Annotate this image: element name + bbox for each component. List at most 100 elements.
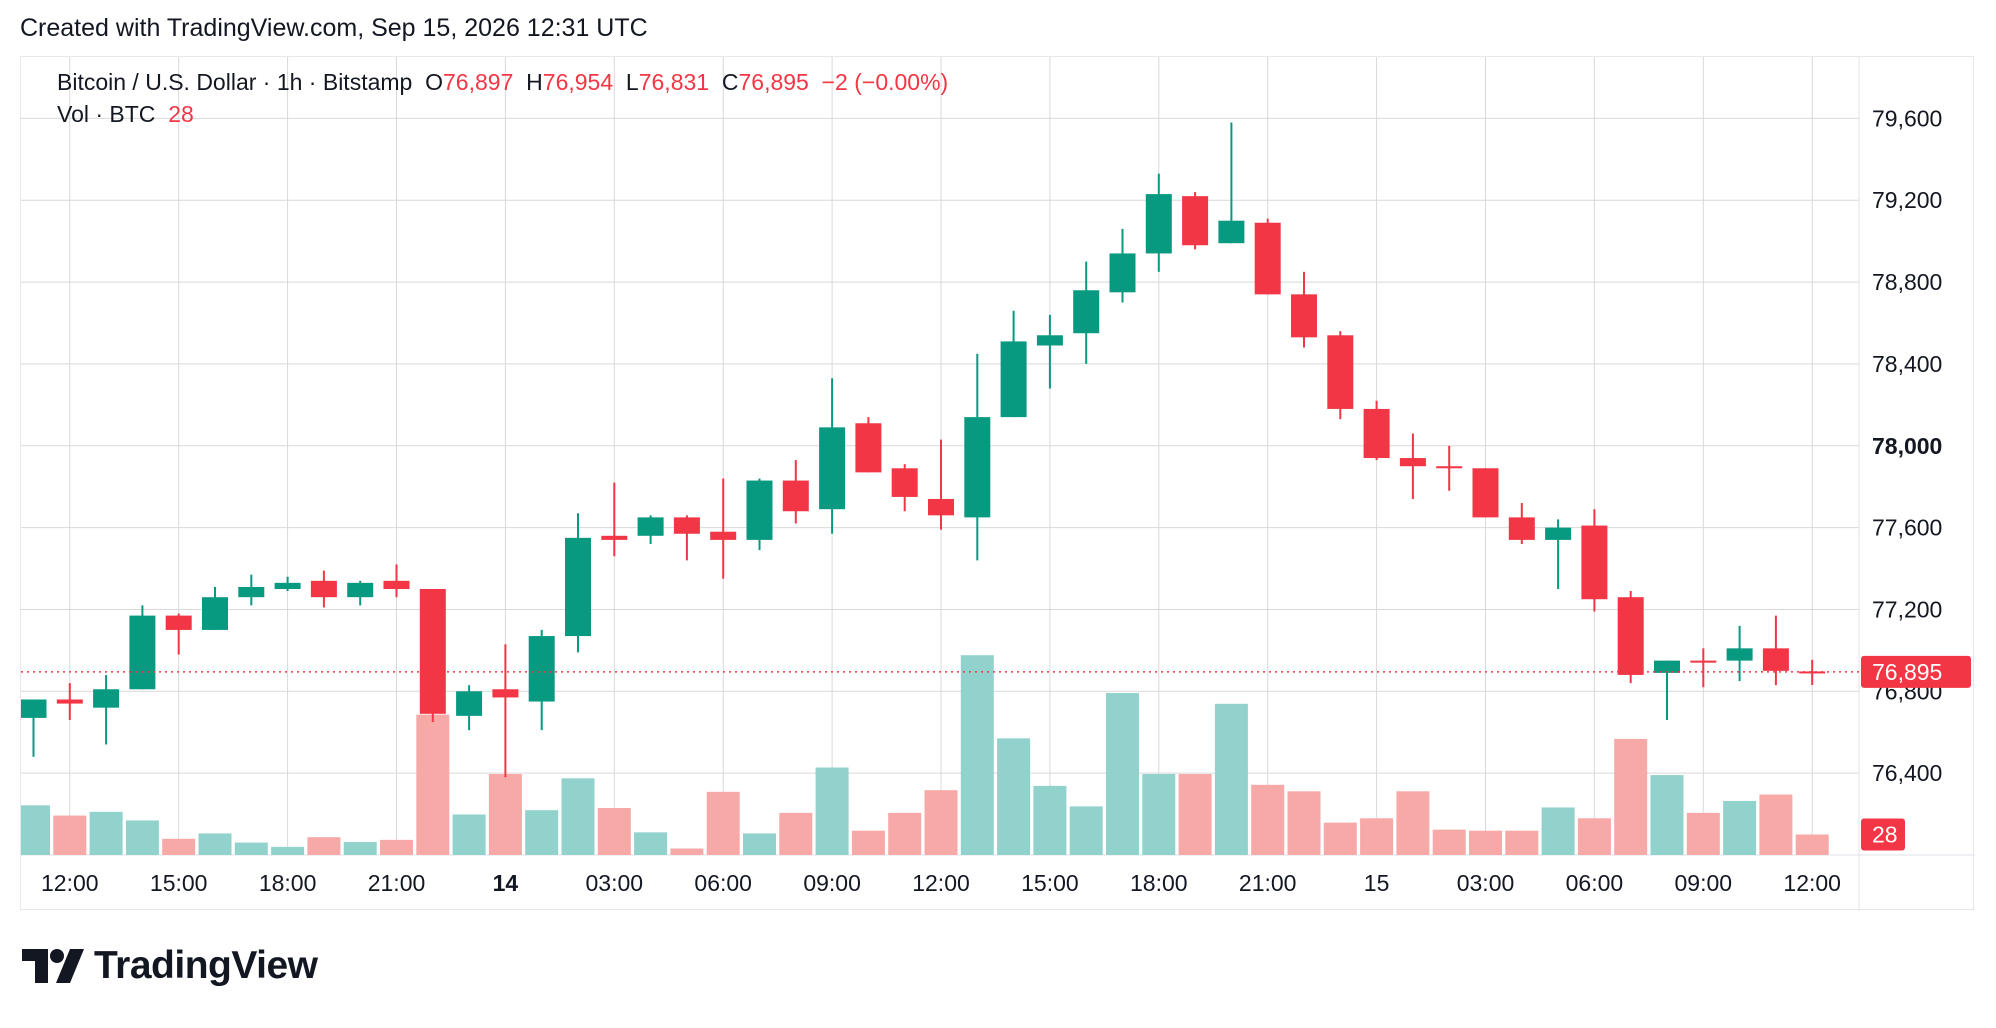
candle-body (93, 689, 120, 708)
time-axis-label: 21:00 (368, 870, 426, 896)
volume-bar (1142, 774, 1176, 855)
volume-bar (1360, 818, 1394, 855)
open-label: O (425, 69, 444, 95)
close-label: C (721, 69, 739, 95)
volume-bar (1033, 785, 1067, 855)
candlestick-chart[interactable]: 76,40076,80077,20077,60078,00078,40078,8… (21, 57, 1975, 911)
candle-body (1145, 194, 1172, 254)
chart-pane[interactable]: 76,400 76,800 77,200 77,600 78,000 78,400 78,8… (20, 56, 1975, 911)
price-axis-label: 79,200 (1872, 187, 1942, 213)
volume-bar (307, 837, 341, 855)
high-value: 76,954 (542, 69, 614, 95)
volume-bar (888, 812, 922, 855)
candle-body (1218, 220, 1245, 244)
volume-bar (1759, 794, 1793, 855)
volume-bar (1106, 693, 1139, 855)
time-axis-label: 12:00 (912, 870, 970, 896)
volume-bar (634, 832, 668, 855)
candle-body (1254, 222, 1281, 295)
candle-body (1036, 335, 1063, 346)
time-axis-label: 18:00 (259, 870, 317, 896)
candle-body (21, 699, 47, 718)
volume-bar (670, 848, 704, 855)
last-price-label: 76,895 (1872, 659, 1942, 685)
candle-body (1799, 671, 1826, 674)
price-axis-label: 77,200 (1872, 596, 1942, 622)
candle-body (1726, 648, 1753, 661)
candle-body (855, 423, 882, 473)
last-volume-label: 28 (1872, 821, 1898, 847)
price-axis-label: 77,600 (1872, 515, 1942, 541)
close-value: 76,895 (738, 69, 809, 95)
time-axis-label: 12:00 (1783, 870, 1841, 896)
candle-body (1617, 597, 1644, 675)
volume-bar (271, 846, 305, 855)
candle-body (1000, 341, 1027, 418)
time-axis-label: 15:00 (150, 870, 208, 896)
volume-bar (1396, 791, 1430, 855)
volume-bar (525, 810, 559, 855)
volume-bar (997, 738, 1031, 855)
volume-bar (743, 833, 776, 855)
candle-body (1363, 408, 1390, 459)
volume-bar (162, 838, 196, 855)
tradingview-logo-icon (22, 949, 84, 983)
candle-body (1291, 294, 1317, 338)
volume-legend: Vol · BTC 28 (57, 101, 194, 128)
volume-bar (960, 655, 994, 855)
candle-body (601, 535, 628, 540)
volume-bar (779, 812, 813, 855)
volume-bar (851, 830, 885, 855)
volume-bar (488, 774, 522, 855)
candle-body (782, 480, 809, 512)
volume-bar (1469, 830, 1502, 855)
volume-bar (1251, 784, 1285, 855)
candle-body (1581, 525, 1608, 600)
candle-body (964, 417, 991, 518)
volume-bar (1214, 703, 1248, 855)
price-axis-label: 78,000 (1872, 433, 1942, 459)
tradingview-brand[interactable]: TradingView (22, 944, 318, 988)
volume-bar (1541, 807, 1575, 855)
time-axis-label: 06:00 (694, 870, 752, 896)
volume-bar (1614, 738, 1648, 855)
high-label: H (526, 69, 543, 95)
last-price-badge (1861, 655, 1971, 688)
volume-label: Vol · BTC (57, 101, 156, 127)
volume-bar (1432, 829, 1466, 855)
price-axis-label: 79,600 (1872, 105, 1942, 131)
volume-bar (234, 842, 268, 855)
low-value: 76,831 (638, 69, 710, 95)
time-axis-label: 06:00 (1566, 870, 1624, 896)
low-label: L (625, 69, 639, 95)
price-axis-label: 76,400 (1872, 760, 1942, 786)
candle-body (1109, 253, 1136, 293)
time-axis-label: 14 (493, 870, 519, 896)
time-axis-label: 09:00 (803, 870, 861, 896)
time-axis-label: 18:00 (1130, 870, 1188, 896)
volume-bar (1650, 775, 1684, 855)
volume-bar (1178, 774, 1212, 855)
volume-bar (53, 815, 87, 855)
time-axis-label: 12:00 (41, 870, 99, 896)
volume-bar (452, 814, 486, 855)
time-axis-label: 09:00 (1675, 870, 1733, 896)
volume-bar (561, 778, 595, 855)
candle-body (928, 498, 954, 516)
volume-bar (815, 767, 849, 855)
time-axis-label: 21:00 (1239, 870, 1297, 896)
candle-body (347, 582, 374, 598)
candle-body (383, 580, 410, 589)
candle-body (1654, 660, 1680, 673)
candle-body (1508, 517, 1535, 540)
candle-body (1545, 527, 1572, 540)
candle-body (310, 580, 337, 598)
candle-body (710, 531, 737, 540)
volume-bar (343, 842, 377, 855)
candle-body (456, 691, 483, 716)
candle-body (891, 468, 918, 497)
volume-bar (597, 808, 631, 855)
candle-body (673, 517, 700, 534)
volume-bar (1069, 806, 1103, 855)
candle-body (419, 589, 446, 714)
